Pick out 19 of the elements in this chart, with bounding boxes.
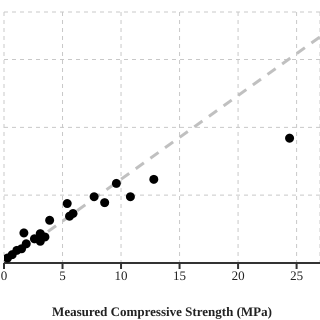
point xyxy=(4,254,12,263)
point xyxy=(30,234,39,244)
point xyxy=(65,212,74,221)
x-tick-label: 0 xyxy=(0,268,8,284)
point xyxy=(45,216,54,225)
point xyxy=(149,174,158,184)
x-tick-label: 10 xyxy=(114,268,128,284)
point xyxy=(62,199,72,208)
point xyxy=(285,134,294,143)
point xyxy=(112,178,121,188)
x-tick-label: 5 xyxy=(59,268,66,284)
x-tick-label: 25 xyxy=(290,268,304,284)
point xyxy=(126,192,135,202)
point xyxy=(19,228,28,238)
x-tick-label: 20 xyxy=(232,268,245,284)
x-axis-title: Measured Compressive Strength (MPa) xyxy=(52,304,272,319)
point xyxy=(90,192,99,202)
point xyxy=(100,198,110,208)
x-tick-label: 15 xyxy=(173,268,186,284)
